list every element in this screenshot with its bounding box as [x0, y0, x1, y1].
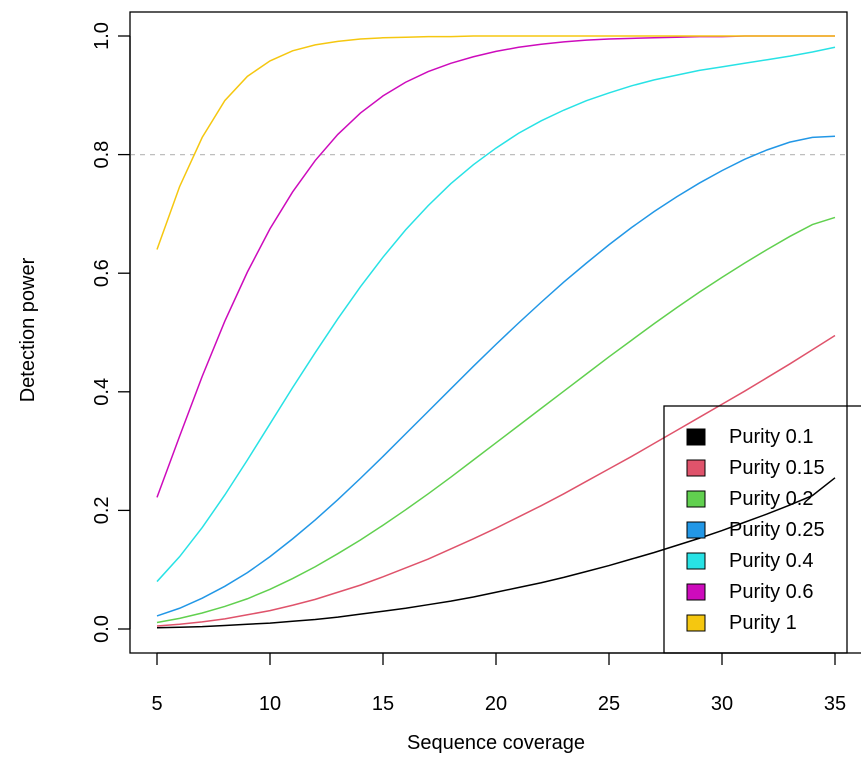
legend-label: Purity 0.15	[729, 457, 825, 479]
x-axis-title: Sequence coverage	[407, 732, 585, 754]
y-axis-title: Detection power	[17, 257, 39, 402]
x-tick-label: 30	[711, 693, 733, 715]
series-line-4	[156, 135, 836, 617]
legend-swatch	[686, 490, 706, 508]
x-tick-label: 15	[372, 693, 394, 715]
legend-swatch	[686, 552, 706, 570]
legend-swatch	[686, 459, 706, 477]
legend-label: Purity 1	[729, 612, 797, 634]
legend-box	[663, 405, 861, 654]
y-tick-label: 0.8	[91, 141, 113, 169]
series-line-7	[156, 35, 835, 250]
legend-swatch	[686, 614, 706, 632]
legend: Purity 0.1 Purity 0.15 Purity 0.2 Purity 0.…	[663, 405, 861, 654]
series-line-3	[156, 216, 836, 624]
y-tick-label: 0.4	[91, 378, 113, 406]
legend-label: Purity 0.4	[729, 550, 813, 572]
y-tick-label: 0.2	[91, 496, 113, 524]
legend-label: Purity 0.25	[729, 519, 825, 541]
y-tick-label: 0.0	[91, 615, 113, 643]
y-tick-label: 0.6	[91, 259, 113, 287]
plot-area	[129, 11, 848, 654]
legend-swatch	[686, 521, 706, 539]
legend-label: Purity 0.2	[729, 488, 813, 510]
x-tick-label: 5	[151, 693, 162, 715]
legend-swatch	[686, 428, 706, 446]
legend-label: Purity 0.1	[729, 426, 813, 448]
legend-label: Purity 0.6	[729, 581, 813, 603]
x-tick-label: 20	[485, 693, 507, 715]
y-tick-label: 1.0	[91, 22, 113, 50]
series-line-5	[156, 46, 836, 583]
legend-swatch	[686, 583, 706, 601]
series-line-2	[156, 334, 836, 627]
x-tick-label: 25	[598, 693, 620, 715]
series-line-1	[156, 477, 836, 629]
x-tick-label: 10	[259, 693, 281, 715]
x-tick-label: 35	[824, 693, 846, 715]
